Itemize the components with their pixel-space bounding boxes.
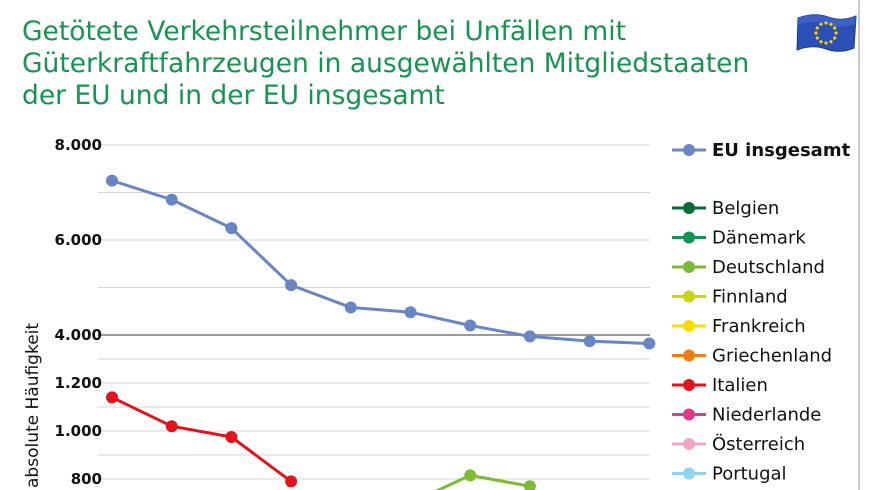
- data-point: [225, 431, 238, 443]
- legend-item: Österreich: [672, 433, 805, 455]
- legend-swatch-marker: [683, 438, 695, 450]
- flag-star: [829, 40, 833, 44]
- legend-swatch-marker: [683, 202, 695, 214]
- flag-star: [824, 21, 828, 25]
- y-tick-label: 4.000: [55, 326, 102, 344]
- legend-swatch-marker: [683, 408, 695, 421]
- series-eu-insgesamt: [106, 174, 656, 350]
- legend-swatch-marker: [683, 349, 695, 362]
- data-point: [285, 475, 298, 488]
- legend-label: Österreich: [712, 433, 805, 455]
- y-tick-label: 6.000: [55, 231, 102, 249]
- flag-star: [833, 26, 837, 30]
- legend-item: Italien: [672, 375, 768, 396]
- data-point: [464, 319, 477, 332]
- legend-swatch-marker: [683, 231, 695, 244]
- data-point: [285, 279, 298, 292]
- series-lines: [106, 174, 656, 490]
- flag-star: [819, 40, 823, 44]
- y-tick-label: 800: [71, 470, 102, 488]
- legend-label: Dänemark: [712, 228, 806, 249]
- flag-star: [833, 36, 837, 40]
- legend-swatch-marker: [683, 290, 695, 303]
- axis-labels: 8.000 6.000 4.000 1.200 1.000 800 absolute Häu…: [23, 136, 102, 488]
- flag-star: [834, 31, 838, 35]
- y-tick-label: 1.000: [55, 422, 102, 440]
- chart-title-line-3: der EU und in der EU insgesamt: [22, 80, 445, 111]
- flag-star: [814, 31, 818, 35]
- flag-star: [829, 22, 833, 26]
- legend-label: EU insgesamt: [712, 140, 851, 161]
- chart-title: Getötete Verkehrsteilnehmer bei Unfällen…: [22, 16, 762, 112]
- legend-label: Italien: [712, 375, 768, 396]
- flag-star: [815, 26, 819, 30]
- data-point: [225, 222, 238, 235]
- data-point: [523, 330, 536, 343]
- legend-item: Niederlande: [672, 405, 821, 426]
- flag-star: [815, 36, 819, 40]
- legend-swatch-marker: [683, 467, 695, 480]
- flag-star: [819, 22, 823, 26]
- legend-item: Frankreich: [672, 316, 806, 337]
- flag-star: [824, 41, 828, 45]
- data-point: [464, 469, 477, 482]
- data-point: [165, 420, 178, 433]
- legend-label: Niederlande: [712, 405, 821, 426]
- legend-item: Dänemark: [672, 228, 806, 249]
- legend-item: Belgien: [672, 198, 779, 219]
- series-italien: [106, 391, 298, 488]
- legend-item: Deutschland: [672, 257, 825, 278]
- chart-title-line-1: Getötete Verkehrsteilnehmer bei Unfällen…: [22, 16, 626, 47]
- legend-swatch-marker: [683, 144, 695, 156]
- data-point: [106, 391, 118, 404]
- data-point: [106, 174, 118, 187]
- series-line: [111, 396, 292, 483]
- legend: EU insgesamt Belgien Dänemark Deutschland Fi…: [672, 140, 851, 485]
- legend-label: Portugal: [712, 464, 787, 485]
- y-tick-label: 8.000: [55, 136, 102, 154]
- y-axis-label: absolute Häufigkeit: [23, 323, 43, 488]
- y-tick-label: 1.200: [55, 374, 102, 392]
- data-point: [404, 306, 417, 319]
- legend-item: Portugal: [672, 464, 787, 485]
- data-point: [643, 337, 656, 350]
- legend-swatch-marker: [683, 320, 695, 332]
- legend-item: Finnland: [672, 287, 788, 308]
- legend-label: Belgien: [712, 198, 779, 219]
- data-point: [583, 335, 596, 348]
- legend-item: EU insgesamt: [672, 140, 851, 161]
- data-point: [344, 301, 357, 314]
- chart-title-line-2: Güterkraftfahrzeugen in ausgewählten Mit…: [22, 48, 750, 79]
- data-point: [165, 193, 178, 206]
- eu-flag-icon: [796, 14, 857, 52]
- legend-label: Frankreich: [712, 316, 806, 337]
- legend-label: Griechenland: [712, 346, 832, 367]
- series-line: [111, 179, 650, 346]
- legend-label: Finnland: [712, 287, 788, 308]
- legend-swatch-marker: [683, 379, 695, 391]
- legend-swatch-marker: [683, 261, 695, 273]
- data-point: [523, 480, 536, 490]
- legend-item: Griechenland: [672, 346, 832, 367]
- series-deutschland: [435, 469, 536, 490]
- grid-lines: [98, 144, 650, 480]
- legend-label: Deutschland: [712, 257, 825, 278]
